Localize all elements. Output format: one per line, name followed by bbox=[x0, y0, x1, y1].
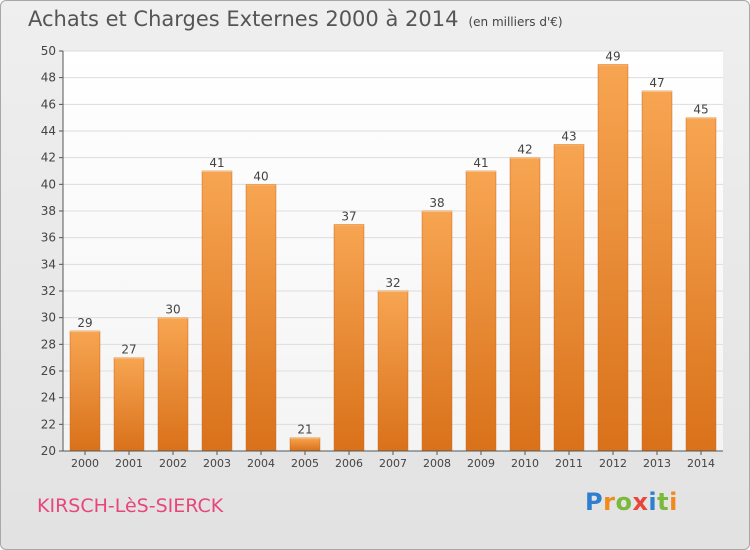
bar bbox=[685, 117, 717, 452]
data-label: 40 bbox=[253, 169, 268, 183]
data-label: 32 bbox=[385, 276, 400, 290]
x-tick-label: 2010 bbox=[511, 457, 539, 470]
x-tick-label: 2009 bbox=[467, 457, 495, 470]
data-label: 47 bbox=[649, 76, 664, 90]
x-tick-label: 2005 bbox=[291, 457, 319, 470]
x-tick-label: 2003 bbox=[203, 457, 231, 470]
x-tick-label: 2000 bbox=[71, 457, 99, 470]
y-tick-label: 22 bbox=[41, 417, 56, 431]
x-tick-label: 2012 bbox=[599, 457, 627, 470]
bar bbox=[333, 224, 365, 452]
data-label: 41 bbox=[209, 156, 224, 170]
x-tick-label: 2014 bbox=[687, 457, 715, 470]
logo-letter: x bbox=[632, 488, 649, 516]
y-tick-label: 50 bbox=[41, 44, 56, 58]
bar bbox=[509, 157, 541, 452]
bar bbox=[289, 437, 321, 452]
bar bbox=[421, 210, 453, 452]
logo-letter: i bbox=[648, 488, 658, 516]
y-tick-label: 42 bbox=[41, 151, 56, 165]
y-tick-label: 26 bbox=[41, 364, 56, 378]
logo-letter: o bbox=[615, 488, 633, 516]
bar bbox=[201, 170, 233, 452]
data-label: 43 bbox=[561, 129, 576, 143]
y-tick-label: 46 bbox=[41, 97, 56, 111]
data-label: 37 bbox=[341, 209, 356, 223]
data-label: 38 bbox=[429, 196, 444, 210]
data-label: 42 bbox=[517, 143, 532, 157]
data-label: 49 bbox=[605, 49, 620, 63]
logo-letter: i bbox=[669, 488, 678, 516]
x-tick-label: 2007 bbox=[379, 457, 407, 470]
y-tick-label: 28 bbox=[41, 337, 56, 351]
x-tick-label: 2004 bbox=[247, 457, 275, 470]
data-label: 45 bbox=[693, 103, 708, 117]
y-tick-label: 20 bbox=[41, 444, 56, 458]
y-tick-label: 40 bbox=[41, 177, 56, 191]
x-tick-label: 2011 bbox=[555, 457, 583, 470]
data-label: 30 bbox=[165, 303, 180, 317]
y-tick-label: 34 bbox=[41, 257, 56, 271]
y-tick-label: 24 bbox=[41, 391, 56, 405]
axes bbox=[59, 50, 723, 455]
y-tick-label: 30 bbox=[41, 311, 56, 325]
logo-letter: t bbox=[657, 488, 670, 516]
x-tick-label: 2002 bbox=[159, 457, 187, 470]
bar bbox=[113, 357, 145, 452]
data-label: 27 bbox=[121, 343, 136, 357]
y-tick-label: 44 bbox=[41, 124, 56, 138]
y-tick-label: 36 bbox=[41, 231, 56, 245]
bar bbox=[157, 317, 189, 452]
x-tick-label: 2006 bbox=[335, 457, 363, 470]
logo-letter: r bbox=[603, 488, 616, 516]
chart-subtitle: (en milliers d'€) bbox=[468, 15, 563, 29]
y-tick-label: 48 bbox=[41, 71, 56, 85]
y-tick-label: 38 bbox=[41, 204, 56, 218]
bar bbox=[597, 64, 629, 452]
y-tick-label: 32 bbox=[41, 284, 56, 298]
bar bbox=[69, 330, 101, 452]
proxiti-logo: Proxiti bbox=[585, 488, 678, 516]
bar bbox=[553, 144, 585, 452]
labels: 20 22 24 26 28 30 32 34 36 38 40 42 44 46 48 50 29 2000 27… bbox=[41, 44, 715, 470]
logo-letter: P bbox=[585, 488, 604, 516]
x-tick-label: 2013 bbox=[643, 457, 671, 470]
chart-title-text: Achats et Charges Externes 2000 à 2014 bbox=[28, 7, 459, 31]
bars bbox=[69, 64, 717, 452]
data-label: 29 bbox=[77, 316, 92, 330]
x-tick-label: 2001 bbox=[115, 457, 143, 470]
data-label: 41 bbox=[473, 156, 488, 170]
chart-title: Achats et Charges Externes 2000 à 2014 (e… bbox=[28, 7, 563, 31]
bar bbox=[641, 90, 673, 452]
bar bbox=[245, 184, 277, 452]
x-tick-label: 2008 bbox=[423, 457, 451, 470]
commune-name: KIRSCH-LèS-SIERCK bbox=[37, 495, 224, 517]
data-label: 21 bbox=[297, 423, 312, 437]
bar bbox=[465, 170, 497, 452]
bar bbox=[377, 290, 409, 452]
